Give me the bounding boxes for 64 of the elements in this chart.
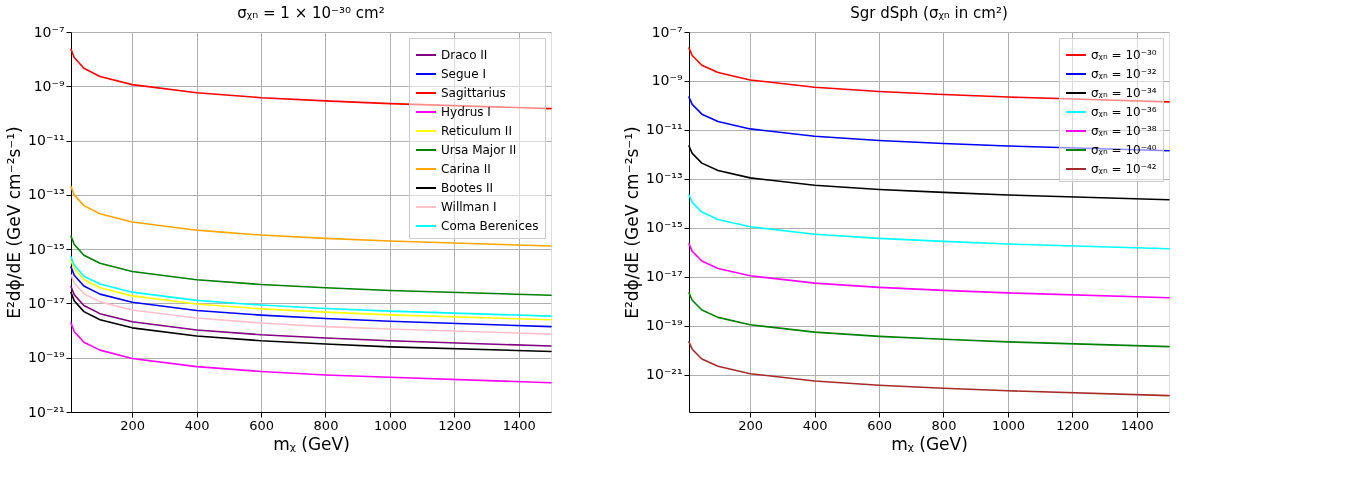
legend-label: σᵪₙ = 10⁻⁴² bbox=[1091, 162, 1157, 176]
y-tick-label: 10⁻⁷ bbox=[33, 23, 65, 40]
line-series bbox=[70, 273, 552, 335]
y-tick-label: 10⁻¹⁵ bbox=[646, 219, 683, 236]
legend-label: Sagittarius bbox=[441, 86, 506, 100]
y-tick-label: 10⁻¹⁷ bbox=[646, 268, 683, 285]
x-axis-title: mᵪ (GeV) bbox=[273, 433, 350, 454]
y-tick-label: 10⁻¹¹ bbox=[28, 132, 65, 149]
x-tick-label: 200 bbox=[738, 417, 764, 433]
x-tick-label: 1200 bbox=[438, 417, 472, 433]
legend-label: σᵪₙ = 10⁻³⁰ bbox=[1091, 48, 1157, 62]
legend-label: σᵪₙ = 10⁻⁴⁰ bbox=[1091, 143, 1157, 157]
x-tick-label: 1000 bbox=[991, 417, 1025, 433]
line-series bbox=[688, 243, 1170, 299]
y-tick-label: 10⁻⁹ bbox=[33, 77, 65, 94]
y-tick-label: 10⁻¹³ bbox=[646, 170, 683, 187]
x-tick-label: 1400 bbox=[1120, 417, 1154, 433]
x-tick-label: 1400 bbox=[502, 417, 536, 433]
x-tick-label: 600 bbox=[249, 417, 274, 433]
y-tick-label: 10⁻¹⁹ bbox=[646, 317, 683, 334]
legend-label: Coma Berenices bbox=[441, 219, 539, 233]
legend-label: Reticulum II bbox=[441, 124, 512, 138]
y-tick-label: 10⁻⁷ bbox=[651, 23, 683, 40]
line-series bbox=[688, 47, 1170, 103]
y-tick-label: 10⁻⁹ bbox=[651, 72, 683, 89]
x-axis-title: mᵪ (GeV) bbox=[891, 433, 968, 454]
line-series bbox=[688, 341, 1170, 397]
x-tick-label: 400 bbox=[184, 417, 210, 433]
line-series bbox=[688, 292, 1170, 348]
legend-label: Willman I bbox=[441, 200, 497, 214]
line-series bbox=[70, 322, 552, 384]
y-tick-label: 10⁻²¹ bbox=[646, 366, 683, 383]
y-tick-label: 10⁻¹⁵ bbox=[28, 240, 65, 257]
line-series bbox=[70, 285, 552, 347]
y-tick-label: 10⁻¹³ bbox=[28, 186, 65, 203]
line-series bbox=[688, 194, 1170, 250]
chart-title: σᵪₙ = 1 × 10⁻³⁰ cm² bbox=[237, 4, 385, 22]
legend-label: Segue I bbox=[441, 67, 486, 81]
legend-label: Ursa Major II bbox=[441, 143, 517, 157]
y-axis-title: E²dϕ/dE (GeV cm⁻²s⁻¹) bbox=[622, 126, 643, 319]
x-tick-label: 1000 bbox=[373, 417, 407, 433]
legend-label: Hydrus I bbox=[441, 105, 491, 119]
legend-label: Carina II bbox=[441, 162, 491, 176]
x-tick-label: 400 bbox=[802, 417, 828, 433]
x-tick-label: 600 bbox=[867, 417, 892, 433]
legend-label: σᵪₙ = 10⁻³⁶ bbox=[1091, 105, 1157, 119]
y-axis-title: E²dϕ/dE (GeV cm⁻²s⁻¹) bbox=[4, 126, 25, 319]
line-series bbox=[70, 185, 552, 247]
legend-label: σᵪₙ = 10⁻³⁴ bbox=[1091, 86, 1157, 100]
x-tick-label: 1200 bbox=[1056, 417, 1090, 433]
legend-label: Bootes II bbox=[441, 181, 494, 195]
x-tick-label: 200 bbox=[120, 417, 146, 433]
chart-title: Sgr dSph (σᵪₙ in cm²) bbox=[850, 4, 1008, 22]
legend-label: σᵪₙ = 10⁻³² bbox=[1091, 67, 1157, 81]
line-series bbox=[70, 235, 552, 297]
y-tick-label: 10⁻¹⁹ bbox=[28, 349, 65, 366]
legend-label: Draco II bbox=[441, 48, 488, 62]
y-tick-label: 10⁻¹⁷ bbox=[28, 294, 65, 311]
x-tick-label: 800 bbox=[931, 417, 957, 433]
x-tick-label: 800 bbox=[313, 417, 339, 433]
y-tick-label: 10⁻¹¹ bbox=[646, 121, 683, 138]
y-tick-label: 10⁻²¹ bbox=[28, 403, 65, 420]
legend-label: σᵪₙ = 10⁻³⁸ bbox=[1091, 124, 1157, 138]
line-series bbox=[70, 266, 552, 328]
